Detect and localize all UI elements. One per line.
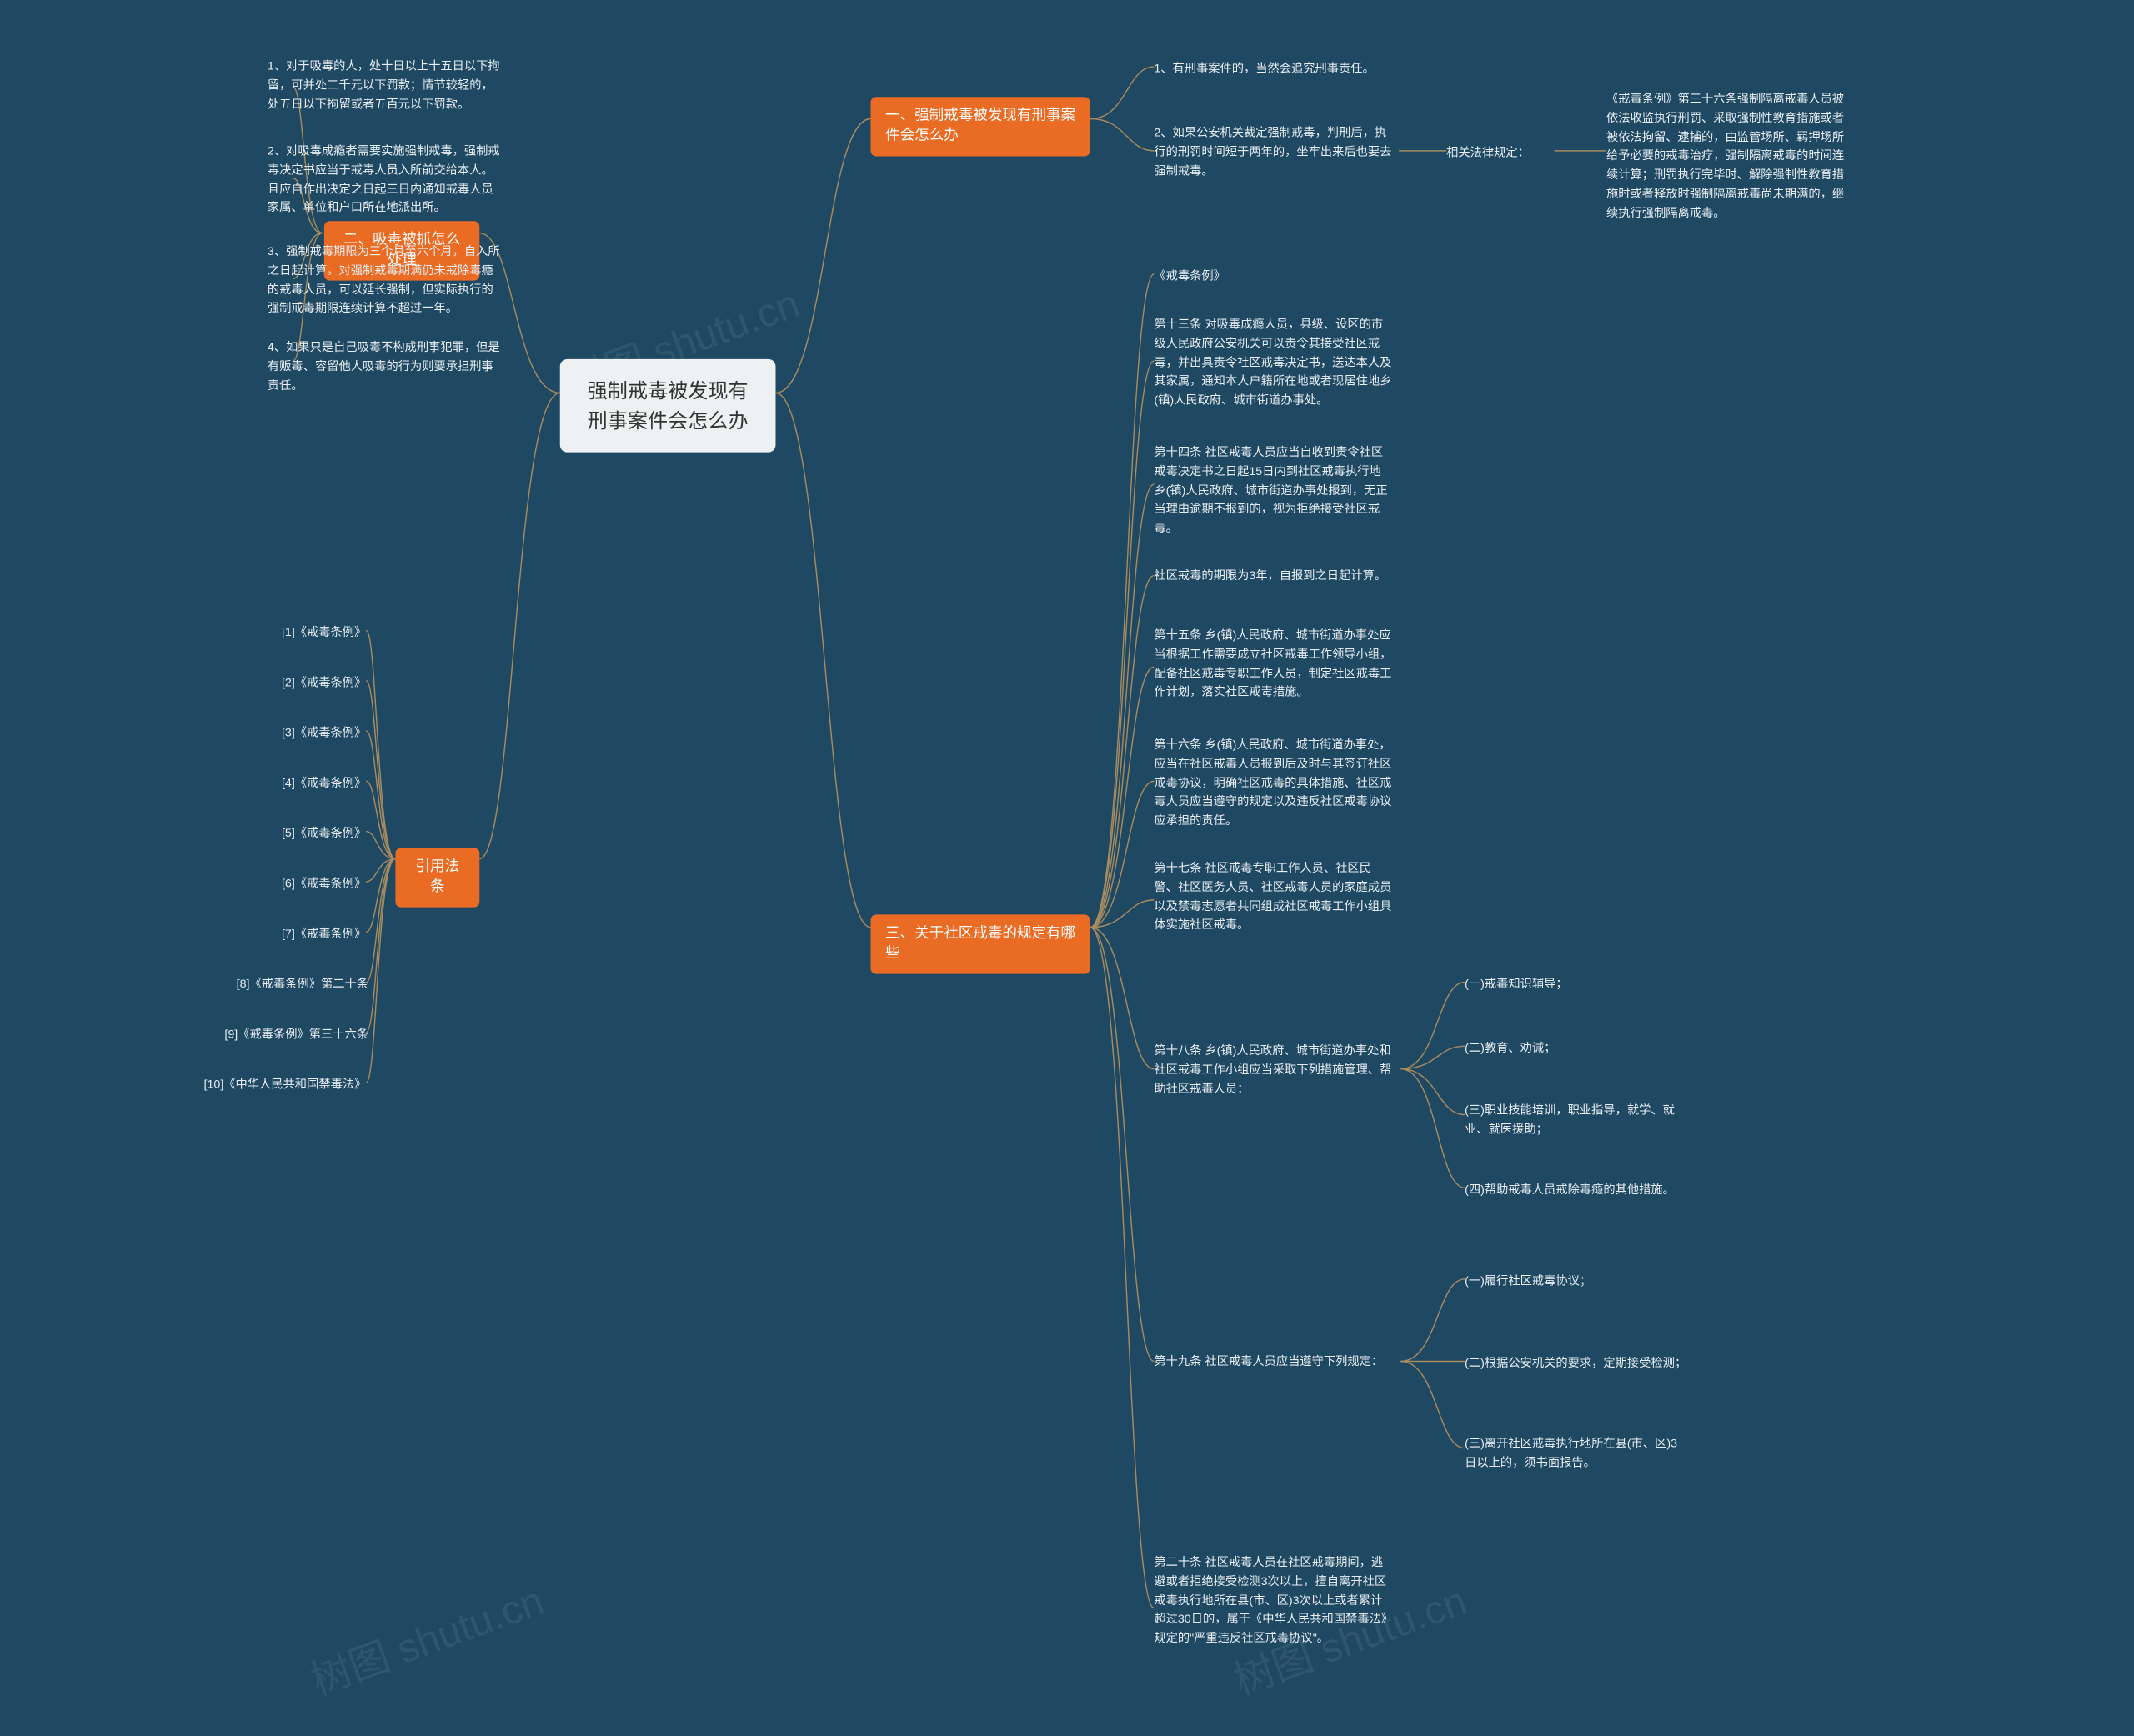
- b3-c: 第十四条 社区戒毒人员应当自收到责令社区戒毒决定书之日起15日内到社区戒毒执行地…: [1154, 443, 1391, 538]
- branch-4-label: 引用法条: [415, 859, 459, 895]
- root-label: 强制戒毒被发现有刑事案件会怎么办: [587, 379, 748, 433]
- b3-j: 第二十条 社区戒毒人员在社区戒毒期间，逃避或者拒绝接受检测3次以上，擅自离开社区…: [1154, 1553, 1391, 1648]
- b3-d: 社区戒毒的期限为3年，自报到之日起计算。: [1154, 567, 1391, 586]
- b3-i3: (三)离开社区戒毒执行地所在县(市、区)3日以上的，须书面报告。: [1465, 1434, 1684, 1473]
- branch-1[interactable]: 一、强制戒毒被发现有刑事案件会怎么办: [870, 97, 1090, 156]
- b3-i1: (一)履行社区戒毒协议；: [1465, 1272, 1591, 1291]
- b3-h2: (二)教育、劝诫；: [1465, 1039, 1555, 1058]
- ref-9: [9]《戒毒条例》第三十六条: [224, 1025, 366, 1044]
- b3-b: 第十三条 对吸毒成瘾人员，县级、设区的市级人民政府公安机关可以责令其接受社区戒毒…: [1154, 315, 1391, 410]
- ref-4: [4]《戒毒条例》: [277, 774, 366, 793]
- ref-1: [1]《戒毒条例》: [277, 623, 366, 643]
- b3-h1: (一)戒毒知识辅导；: [1465, 975, 1568, 994]
- b3-f: 第十六条 乡(镇)人民政府、城市街道办事处，应当在社区戒毒人员报到后及时与其签订…: [1154, 736, 1391, 831]
- branch1-leaf2-sub-text: 《戒毒条例》第三十六条强制隔离戒毒人员被依法收监执行刑罚、采取强制性教育措施或者…: [1606, 89, 1853, 223]
- branch1-leaf1: 1、有刑事案件的，当然会追究刑事责任。: [1154, 59, 1374, 78]
- b3-h4: (四)帮助戒毒人员戒除毒瘾的其他措施。: [1465, 1180, 1675, 1199]
- ref-7: [7]《戒毒条例》: [277, 924, 366, 943]
- branch2-leaf4: 4、如果只是自己吸毒不构成刑事犯罪，但是有贩毒、容留他人吸毒的行为则要承担刑事责…: [268, 338, 503, 395]
- branch-3-label: 三、关于社区戒毒的规定有哪些: [885, 926, 1075, 962]
- ref-8: [8]《戒毒条例》第二十条: [236, 975, 366, 994]
- ref-10: [10]《中华人民共和国禁毒法》: [202, 1075, 366, 1094]
- branch2-leaf2: 2、对吸毒成瘾者需要实施强制戒毒，强制戒毒决定书应当于戒毒人员入所前交给本人。且…: [268, 142, 503, 218]
- branch1-leaf2: 2、如果公安机关裁定强制戒毒，判刑后，执行的刑罚时间短于两年的，坐牢出来后也要去…: [1154, 123, 1391, 180]
- branch-3[interactable]: 三、关于社区戒毒的规定有哪些: [870, 914, 1090, 973]
- b3-i-label: 第十九条 社区戒毒人员应当遵守下列规定：: [1154, 1353, 1391, 1372]
- branch2-leaf1: 1、对于吸毒的人，处十日以上十五日以下拘留，可并处二千元以下罚款；情节较轻的，处…: [268, 57, 503, 113]
- ref-3: [3]《戒毒条例》: [277, 723, 366, 743]
- b3-h-label: 第十八条 乡(镇)人民政府、城市街道办事处和社区戒毒工作小组应当采取下列措施管理…: [1154, 1042, 1391, 1098]
- b3-a: 《戒毒条例》: [1154, 267, 1225, 286]
- b3-g: 第十七条 社区戒毒专职工作人员、社区民警、社区医务人员、社区戒毒人员的家庭成员以…: [1154, 859, 1391, 935]
- branch1-leaf2-sub-label: 相关法律规定：: [1446, 143, 1530, 163]
- root-node[interactable]: 强制戒毒被发现有刑事案件会怎么办: [560, 359, 776, 453]
- ref-2: [2]《戒毒条例》: [277, 673, 366, 693]
- b3-e: 第十五条 乡(镇)人民政府、城市街道办事处应当根据工作需要成立社区戒毒工作领导小…: [1154, 626, 1391, 702]
- ref-6: [6]《戒毒条例》: [277, 874, 366, 893]
- branch-1-label: 一、强制戒毒被发现有刑事案件会怎么办: [885, 108, 1075, 143]
- b3-h3: (三)职业技能培训，职业指导，就学、就业、就医援助；: [1465, 1101, 1684, 1139]
- watermark: 树图 shutu.cn: [301, 1568, 550, 1707]
- b3-i2: (二)根据公安机关的要求，定期接受检测；: [1465, 1354, 1686, 1373]
- branch-4[interactable]: 引用法条: [395, 848, 479, 907]
- branch2-leaf3: 3、强制戒毒期限为三个月至六个月，自入所之日起计算。对强制戒毒期满仍未戒除毒瘾的…: [268, 243, 503, 318]
- ref-5: [5]《戒毒条例》: [277, 824, 366, 843]
